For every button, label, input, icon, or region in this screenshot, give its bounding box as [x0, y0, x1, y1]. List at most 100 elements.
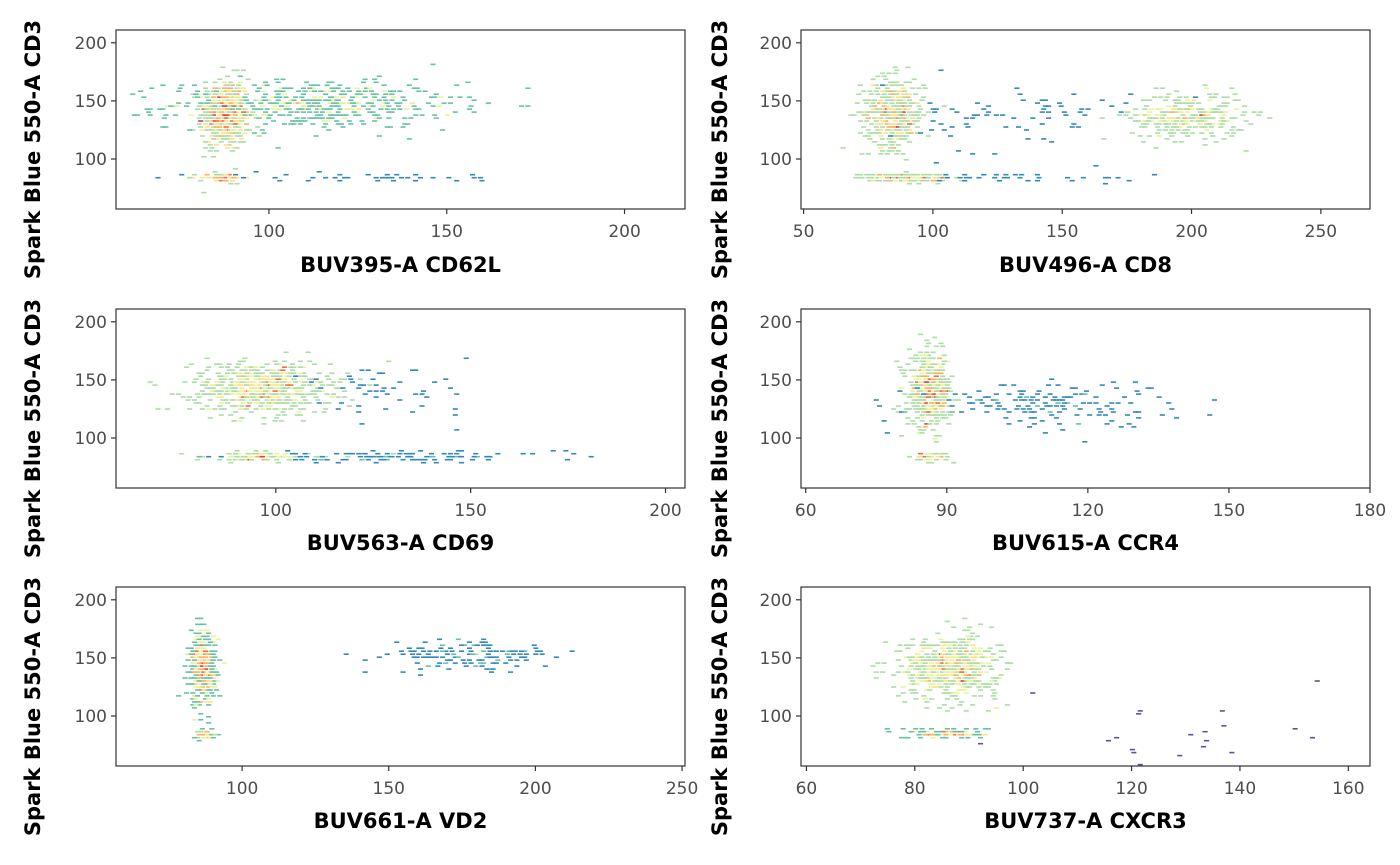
- density-point: [198, 677, 204, 679]
- density-point: [233, 381, 239, 383]
- density-point: [206, 686, 212, 688]
- density-point: [971, 683, 977, 685]
- density-point: [302, 108, 308, 110]
- density-point: [188, 363, 194, 365]
- density-point: [899, 132, 905, 134]
- density-point: [204, 701, 210, 703]
- density-point: [1164, 120, 1170, 122]
- density-point: [202, 644, 208, 646]
- density-point: [1031, 423, 1037, 425]
- density-point: [943, 653, 949, 655]
- density-point: [970, 638, 976, 641]
- density-point: [285, 384, 291, 386]
- density-point: [1197, 123, 1203, 125]
- density-point: [365, 102, 371, 104]
- density-point: [242, 399, 248, 401]
- density-point: [922, 390, 928, 392]
- density-point: [910, 384, 916, 386]
- density-point: [206, 698, 212, 700]
- density-point: [310, 123, 316, 125]
- density-point: [878, 176, 884, 179]
- density-point: [223, 375, 229, 377]
- x-tick-label: 150: [1213, 501, 1245, 521]
- density-point: [233, 120, 239, 122]
- density-point: [283, 102, 289, 104]
- density-point: [332, 87, 338, 89]
- density-point: [195, 641, 201, 643]
- density-point: [206, 141, 212, 143]
- density-point: [237, 378, 243, 380]
- density-point: [919, 390, 925, 392]
- density-point: [264, 108, 270, 110]
- density-point: [384, 653, 390, 655]
- density-point: [405, 123, 411, 125]
- density-point: [261, 452, 267, 455]
- density-point: [234, 390, 240, 392]
- y-axis-label: Spark Blue 550-A CD3: [708, 20, 732, 279]
- density-point: [1194, 117, 1200, 119]
- density-point: [217, 173, 223, 176]
- density-point: [204, 683, 210, 685]
- panel-border: [115, 586, 686, 767]
- density-point: [919, 455, 925, 458]
- density-point: [346, 90, 352, 92]
- density-point: [263, 99, 269, 101]
- density-point: [263, 455, 269, 458]
- density-point: [251, 108, 257, 110]
- density-point: [386, 105, 392, 107]
- density-point: [299, 375, 305, 377]
- density-point: [289, 393, 295, 395]
- density-point: [395, 455, 401, 458]
- density-point: [221, 111, 227, 113]
- density-point: [267, 381, 273, 383]
- density-point: [397, 381, 403, 383]
- density-point: [316, 171, 322, 173]
- density-point: [269, 455, 275, 458]
- density-point: [234, 372, 240, 374]
- density-point: [1080, 176, 1086, 179]
- density-point: [207, 677, 213, 679]
- density-point: [1230, 126, 1236, 128]
- density-point: [291, 402, 297, 404]
- density-point: [220, 114, 226, 116]
- density-point: [971, 659, 977, 661]
- density-point: [256, 455, 262, 458]
- density-point: [1159, 414, 1165, 416]
- density-point: [413, 369, 419, 371]
- density-point: [316, 99, 322, 101]
- density-point: [1221, 120, 1227, 122]
- density-point: [215, 111, 221, 113]
- density-point: [206, 638, 212, 641]
- density-point: [916, 402, 922, 404]
- density-point: [196, 123, 202, 125]
- density-point: [998, 384, 1004, 386]
- density-point: [913, 396, 919, 398]
- density-point: [941, 176, 947, 179]
- density-point: [476, 659, 482, 661]
- density-point: [914, 114, 920, 116]
- density-point: [919, 644, 925, 646]
- density-point: [300, 402, 306, 404]
- density-point: [1202, 84, 1208, 86]
- density-point: [970, 402, 976, 404]
- density-point: [413, 173, 419, 176]
- density-point: [215, 135, 221, 137]
- density-point: [237, 420, 243, 422]
- density-point: [899, 108, 905, 110]
- density-point: [944, 656, 950, 658]
- density-point: [299, 458, 305, 461]
- density-point: [196, 402, 202, 404]
- density-point: [400, 458, 406, 461]
- density-point: [913, 698, 919, 700]
- density-point: [943, 730, 949, 733]
- density-point: [386, 117, 392, 119]
- density-point: [239, 120, 245, 122]
- density-point: [255, 108, 261, 110]
- density-point: [191, 695, 197, 697]
- density-point: [337, 84, 343, 86]
- density-point: [359, 369, 365, 371]
- density-point: [348, 99, 354, 101]
- density-point: [218, 366, 224, 368]
- density-point: [459, 455, 465, 458]
- x-tick-label: 100: [260, 501, 292, 521]
